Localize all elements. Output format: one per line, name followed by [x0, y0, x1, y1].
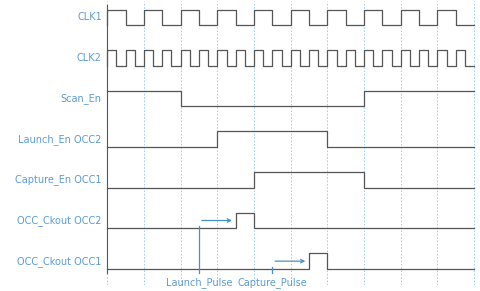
- Text: OCC_Ckout OCC1: OCC_Ckout OCC1: [17, 256, 102, 267]
- Text: CLK1: CLK1: [77, 12, 102, 22]
- Text: Launch_Pulse: Launch_Pulse: [166, 277, 232, 288]
- Text: Capture_Pulse: Capture_Pulse: [237, 277, 307, 288]
- Text: CLK2: CLK2: [77, 53, 102, 63]
- Text: OCC_Ckout OCC2: OCC_Ckout OCC2: [17, 215, 102, 226]
- Text: Scan_En: Scan_En: [60, 93, 102, 104]
- Text: Capture_En OCC1: Capture_En OCC1: [15, 174, 102, 185]
- Text: Launch_En OCC2: Launch_En OCC2: [18, 134, 102, 145]
